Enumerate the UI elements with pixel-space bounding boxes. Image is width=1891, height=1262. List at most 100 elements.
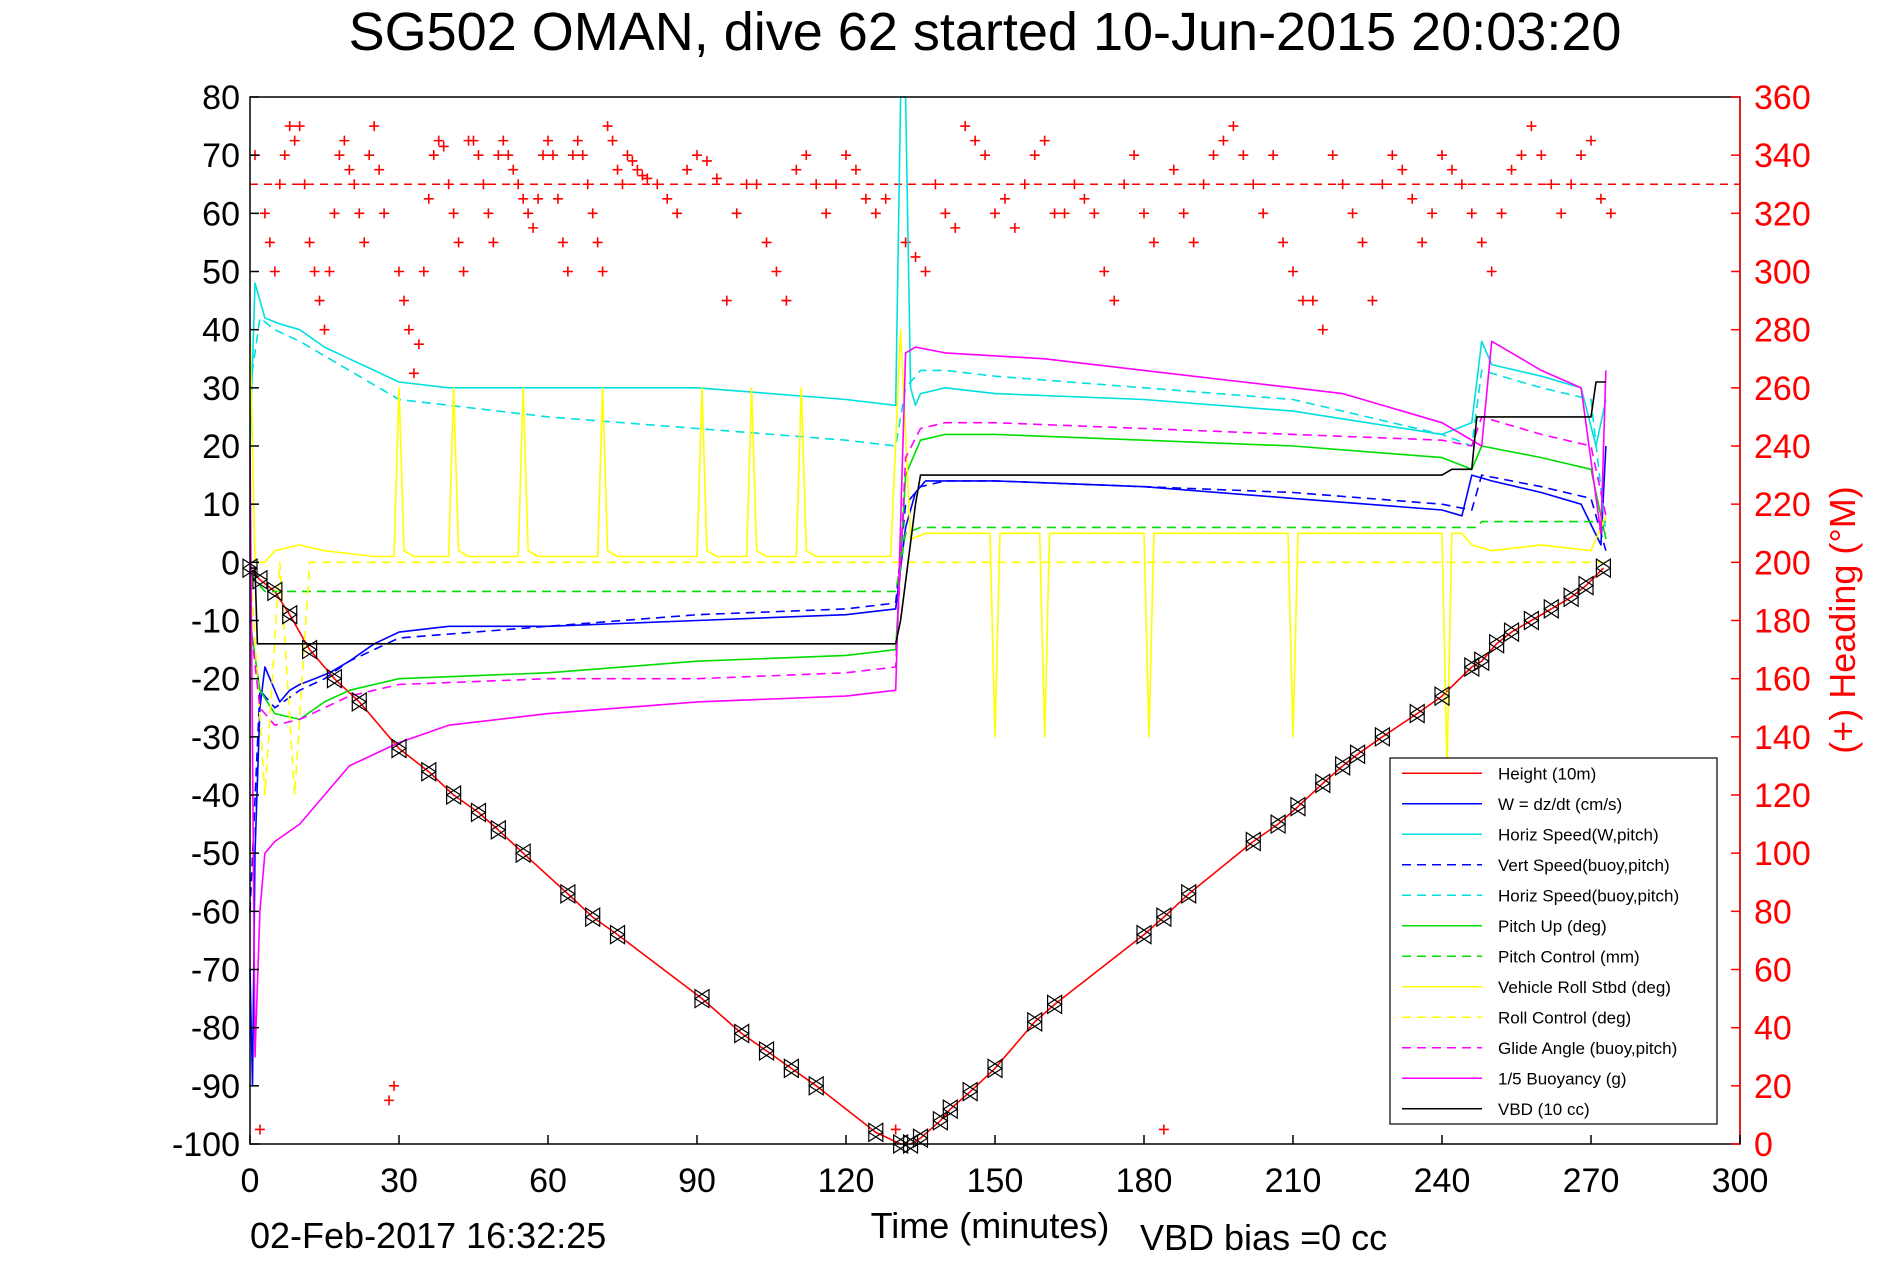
heading-point: [1586, 135, 1596, 146]
heading-point: [324, 266, 335, 277]
x-tick-label: 30: [380, 1162, 418, 1200]
heading-point: [1417, 237, 1428, 248]
heading-point: [1019, 179, 1030, 190]
heading-point: [940, 208, 951, 219]
heading-point: [269, 266, 280, 277]
series-line-0: [249, 567, 1604, 1145]
heading-point: [910, 251, 921, 262]
heading-point: [389, 1080, 400, 1091]
heading-point: [1307, 295, 1318, 306]
heading-point: [1486, 266, 1497, 277]
footer-date: 02-Feb-2017 16:32:25: [250, 1215, 606, 1256]
right-axis: 0 20 40 60 80 100 120 140 160 180 200 220 240 260 280 3…: [1731, 79, 1811, 1164]
heading-point: [731, 208, 742, 219]
legend-label: Horiz Speed(buoy,pitch): [1498, 886, 1679, 905]
heading-point: [682, 164, 693, 175]
right-tick-label: 100: [1754, 835, 1811, 873]
depth-point: [515, 843, 532, 864]
left-tick-label: 10: [202, 486, 240, 524]
heading-point: [890, 1124, 901, 1135]
heading-point: [1029, 150, 1040, 161]
heading-point: [1347, 208, 1358, 219]
heading-point: [1516, 150, 1527, 161]
heading-point: [1387, 150, 1398, 161]
chart-title: SG502 OMAN, dive 62 started 10-Jun-2015 …: [349, 2, 1622, 62]
depth-point: [1409, 703, 1426, 724]
heading-point: [1327, 150, 1338, 161]
depth-point: [1026, 1011, 1043, 1032]
heading-point: [453, 237, 464, 248]
heading-point: [379, 208, 390, 219]
x-tick-label: 270: [1563, 1162, 1620, 1200]
footer-vbd-bias: VBD bias =0 cc: [1140, 1217, 1387, 1258]
series-line-5: [249, 433, 1607, 721]
heading-point: [1397, 164, 1408, 175]
heading-point: [289, 135, 300, 146]
heading-point: [1427, 208, 1438, 219]
heading-point: [557, 237, 568, 248]
x-tick-label: 150: [967, 1162, 1024, 1200]
heading-point: [284, 121, 295, 132]
heading-point: [1208, 150, 1219, 161]
heading-point: [1576, 150, 1587, 161]
heading-point: [523, 208, 534, 219]
heading-point: [1466, 208, 1477, 219]
right-tick-label: 320: [1754, 195, 1811, 233]
heading-point: [587, 208, 598, 219]
series-layer: [249, 96, 1607, 1145]
heading-point: [552, 193, 563, 204]
heading-point: [354, 208, 365, 219]
depth-point: [584, 907, 601, 928]
depth-point: [1374, 726, 1391, 747]
depth-point: [445, 784, 462, 806]
heading-point: [1605, 208, 1616, 219]
heading-point: [438, 141, 449, 152]
left-tick-label: -20: [191, 661, 240, 699]
heading-point: [319, 324, 330, 335]
heading-point: [821, 208, 832, 219]
heading-point: [344, 164, 355, 175]
heading-point: [349, 179, 360, 190]
depth-point: [420, 761, 437, 782]
heading-point: [701, 155, 712, 166]
heading-point: [1367, 295, 1378, 306]
right-tick-label: 360: [1754, 79, 1811, 117]
heading-point: [1178, 208, 1189, 219]
heading-point: [498, 135, 509, 146]
legend-label: Height (10m): [1498, 764, 1596, 783]
left-tick-label: 80: [202, 79, 240, 117]
heading-point: [1069, 179, 1080, 190]
heading-point: [900, 237, 911, 248]
heading-point: [1039, 135, 1050, 146]
heading-point: [1238, 150, 1249, 161]
heading-point: [642, 173, 653, 184]
depth-point: [266, 581, 283, 602]
heading-point: [1158, 1124, 1169, 1135]
heading-point: [1546, 179, 1557, 190]
heading-point: [1248, 179, 1259, 190]
heading-point: [1536, 150, 1547, 161]
depth-point: [1488, 633, 1505, 654]
heading-point: [1218, 135, 1229, 146]
heading-point: [791, 164, 802, 175]
legend-label: Glide Angle (buoy,pitch): [1498, 1039, 1677, 1058]
x-tick-label: 0: [241, 1162, 260, 1200]
heading-point: [801, 150, 812, 161]
heading-point: [870, 208, 881, 219]
heading-point: [1129, 150, 1140, 161]
heading-point: [408, 368, 419, 379]
heading-point: [1556, 208, 1567, 219]
depth-point: [1349, 744, 1366, 765]
series-line-8: [249, 561, 1606, 796]
heading-point: [374, 164, 385, 175]
x-axis-label: Time (minutes): [871, 1205, 1110, 1246]
legend-label: Pitch Up (deg): [1498, 917, 1607, 936]
heading-point: [1357, 237, 1368, 248]
depth-point: [932, 1110, 949, 1131]
heading-point: [533, 193, 544, 204]
heading-point: [1168, 164, 1179, 175]
heading-point: [513, 179, 524, 190]
depth-point: [609, 924, 626, 945]
heading-point: [364, 150, 375, 161]
heading-point: [1079, 193, 1090, 204]
